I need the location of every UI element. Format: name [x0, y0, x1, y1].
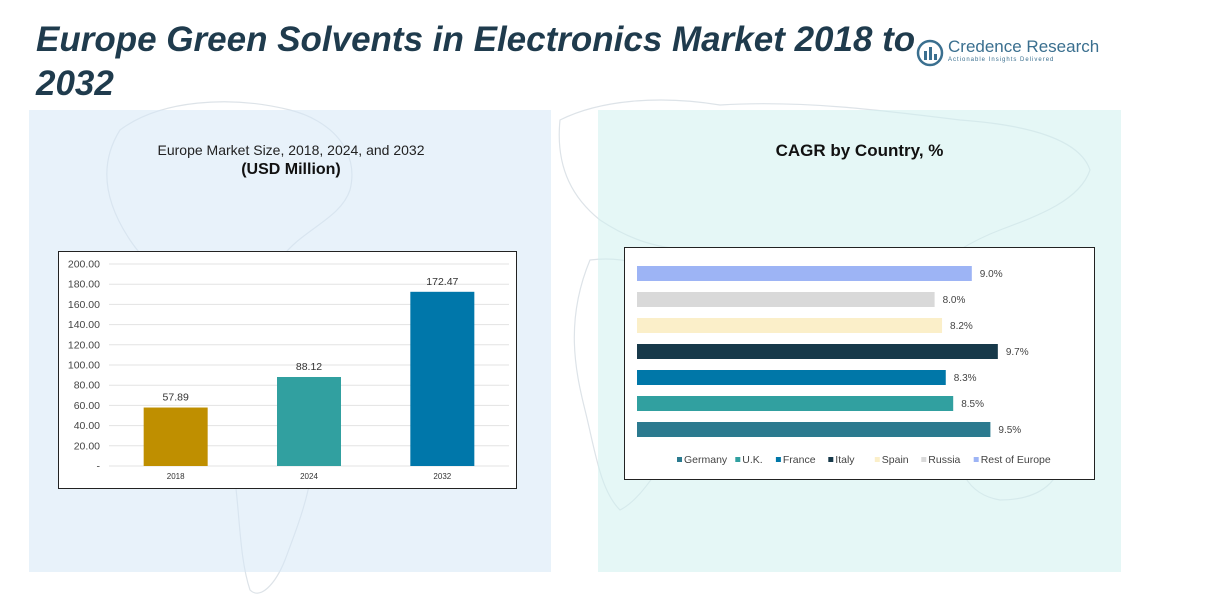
bar-value-label: 8.2% — [950, 321, 973, 332]
market-size-chart-title: Europe Market Size, 2018, 2024, and 2032 — [157, 142, 425, 158]
y-tick-label: 60.00 — [74, 400, 100, 412]
x-tick-label: 2024 — [300, 472, 318, 481]
page-title: Europe Green Solvents in Electronics Mar… — [36, 20, 916, 103]
legend-swatch — [677, 457, 682, 462]
market-size-bar-chart: - 20.00 40.00 60.00 80.00 100.00 120.00 140.00 1… — [68, 259, 509, 481]
legend-label: Rest of Europe — [981, 454, 1051, 466]
legend-swatch — [735, 457, 741, 462]
y-tick-label: 40.00 — [74, 420, 100, 432]
bar-value-label: 8.5% — [961, 399, 984, 410]
legend-swatch — [973, 457, 979, 462]
bar-italy — [637, 344, 998, 359]
bar-u-k- — [637, 396, 954, 411]
y-tick-label: 140.00 — [68, 319, 100, 331]
bar-value-label: 57.89 — [163, 392, 189, 404]
legend-label: Spain — [882, 454, 909, 466]
y-tick-label: 20.00 — [74, 440, 100, 452]
bar-2024 — [277, 376, 341, 466]
y-tick-label: - — [97, 461, 101, 473]
logo-name: Credence Research — [948, 37, 1100, 56]
y-tick-label: 200.00 — [68, 259, 100, 271]
legend-label: Russia — [928, 454, 960, 466]
legend-label: Germany — [684, 454, 728, 466]
bar-2032 — [410, 291, 475, 466]
credence-research-logo: Credence Research Actionable Insights De… — [916, 36, 1106, 70]
legend-label: France — [783, 454, 816, 466]
bar-value-label: 9.7% — [1006, 347, 1029, 358]
logo-tagline: Actionable Insights Delivered — [948, 57, 1055, 63]
bar-spain — [637, 318, 943, 333]
cagr-chart-frame: 9.0% 8.0% 8.2% 9.7% 8.3% 8.5% 9.5% Germany U.K. F… — [624, 247, 1095, 480]
logo-mark-icon — [916, 39, 944, 67]
bar-value-label: 9.5% — [998, 425, 1021, 436]
bar-germany — [637, 422, 991, 437]
y-tick-label: 120.00 — [68, 339, 100, 351]
legend-swatch — [874, 457, 880, 462]
legend-swatch — [921, 457, 927, 462]
y-tick-label: 100.00 — [68, 360, 100, 372]
cagr-horizontal-bar-chart: 9.0% 8.0% 8.2% 9.7% 8.3% 8.5% 9.5% Germany U.K. F… — [637, 266, 1051, 466]
market-size-chart-frame: - 20.00 40.00 60.00 80.00 100.00 120.00 140.00 1… — [58, 251, 517, 489]
legend-label: Italy — [835, 454, 855, 466]
market-size-chart-subtitle: (USD Million) — [241, 161, 341, 178]
bar-value-label: 9.0% — [980, 269, 1003, 280]
bar-russia — [637, 292, 935, 307]
legend-label: U.K. — [742, 454, 762, 466]
x-tick-label: 2032 — [433, 472, 451, 481]
bar-value-label: 8.0% — [943, 295, 966, 306]
y-tick-label: 180.00 — [68, 279, 100, 291]
cagr-chart-title: CAGR by Country, % — [775, 141, 944, 160]
y-tick-label: 80.00 — [74, 380, 100, 392]
bar-france — [637, 370, 946, 385]
legend-swatch — [828, 457, 834, 462]
x-tick-label: 2018 — [167, 472, 185, 481]
y-tick-label: 160.00 — [68, 299, 100, 311]
bar-rest-of-europe — [637, 266, 972, 281]
bar-value-label: 172.47 — [426, 276, 458, 288]
bar-2018 — [143, 407, 208, 466]
bar-value-label: 8.3% — [954, 373, 977, 384]
bar-value-label: 88.12 — [296, 361, 322, 373]
legend-swatch — [775, 457, 781, 462]
